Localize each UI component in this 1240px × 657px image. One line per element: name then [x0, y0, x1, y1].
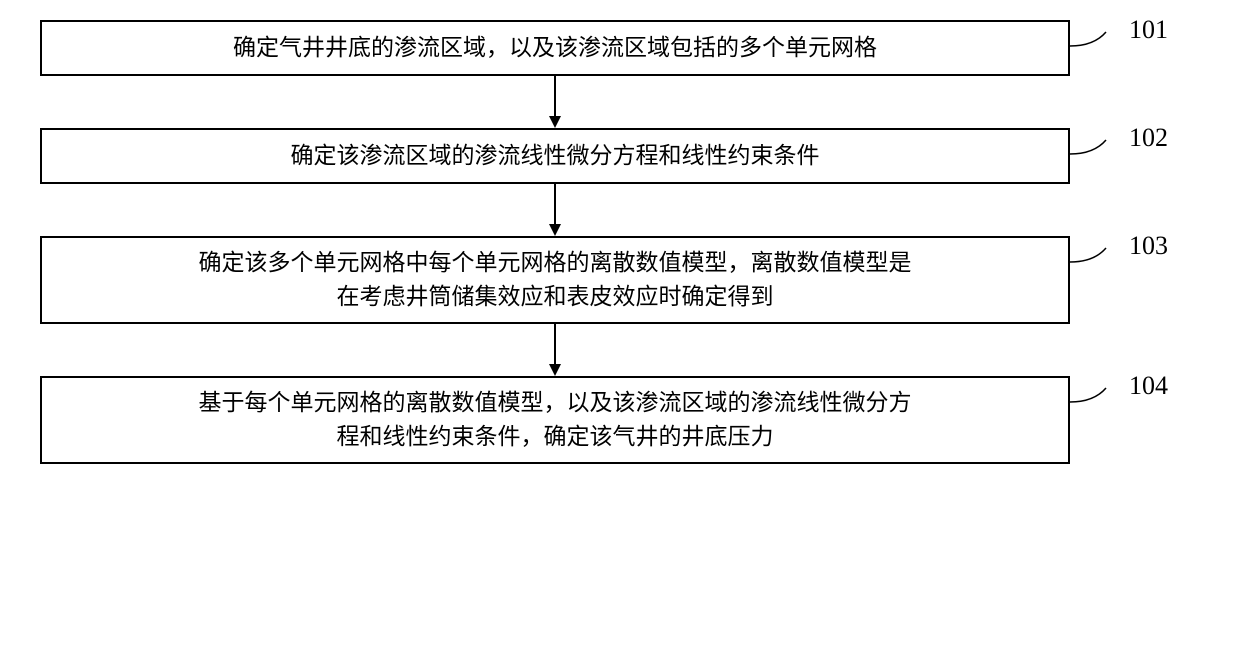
down-arrow-icon	[554, 184, 556, 236]
step-label: 104	[1129, 366, 1168, 405]
arrow-connector	[40, 324, 1070, 376]
flow-step-text: 确定气井井底的渗流区域，以及该渗流区域包括的多个单元网格	[233, 31, 877, 66]
label-connector-icon	[1070, 244, 1118, 276]
arrow-connector	[40, 184, 1070, 236]
flow-step-103: 确定该多个单元网格中每个单元网格的离散数值模型，离散数值模型是 在考虑井筒储集效…	[40, 236, 1070, 324]
flow-step-102: 确定该渗流区域的渗流线性微分方程和线性约束条件 102	[40, 128, 1070, 184]
flow-step-104: 基于每个单元网格的离散数值模型，以及该渗流区域的渗流线性微分方 程和线性约束条件…	[40, 376, 1070, 464]
label-connector-icon	[1070, 384, 1118, 416]
flowchart-container: 确定气井井底的渗流区域，以及该渗流区域包括的多个单元网格 101 确定该渗流区域…	[40, 20, 1200, 464]
flow-step-text: 确定该渗流区域的渗流线性微分方程和线性约束条件	[291, 139, 820, 174]
step-label: 101	[1129, 10, 1168, 49]
step-label: 103	[1129, 226, 1168, 265]
down-arrow-icon	[554, 76, 556, 128]
label-connector-icon	[1070, 28, 1118, 60]
flow-step-text: 基于每个单元网格的离散数值模型，以及该渗流区域的渗流线性微分方 程和线性约束条件…	[199, 386, 912, 455]
step-label: 102	[1129, 118, 1168, 157]
down-arrow-icon	[554, 324, 556, 376]
label-connector-icon	[1070, 136, 1118, 168]
flow-step-text: 确定该多个单元网格中每个单元网格的离散数值模型，离散数值模型是 在考虑井筒储集效…	[199, 246, 912, 315]
flow-step-101: 确定气井井底的渗流区域，以及该渗流区域包括的多个单元网格 101	[40, 20, 1070, 76]
arrow-connector	[40, 76, 1070, 128]
